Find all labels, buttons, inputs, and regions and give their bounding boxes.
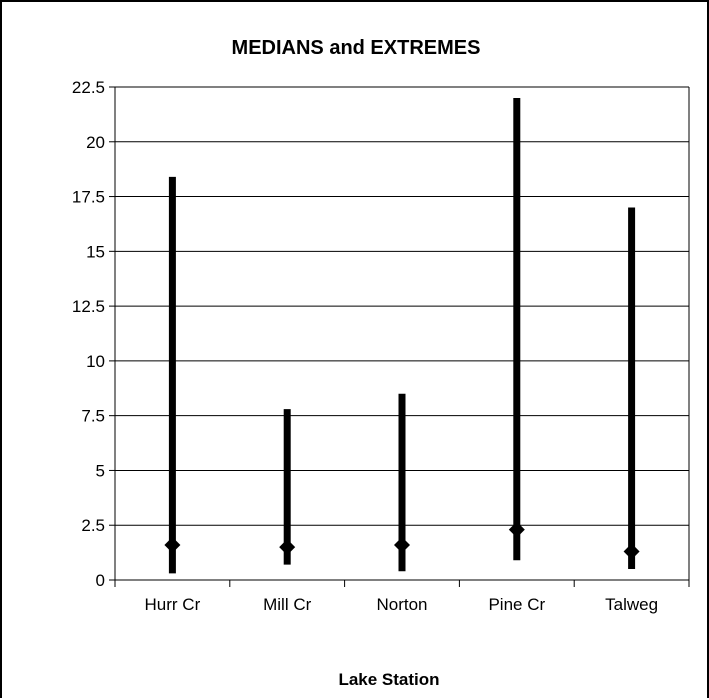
x-tick-label: Talweg — [605, 595, 658, 614]
x-tick-label: Pine Cr — [488, 595, 545, 614]
y-tick-labels: 0 2.5 5 7.5 10 12.5 15 17.5 20 22.5 — [72, 78, 105, 590]
x-tick-label: Hurr Cr — [145, 595, 201, 614]
y-tick-label: 5 — [96, 461, 105, 480]
y-tick-label: 12.5 — [72, 297, 105, 316]
y-tick-label: 15 — [86, 242, 105, 261]
axes — [109, 86, 690, 587]
y-tick-label: 20 — [86, 133, 105, 152]
y-tick-label: 17.5 — [72, 188, 105, 207]
y-tick-label: 0 — [96, 571, 105, 590]
median-marker — [508, 521, 525, 538]
x-tick-label: Mill Cr — [263, 595, 311, 614]
data-marks — [164, 97, 640, 574]
x-axis-title: Lake Station — [338, 670, 439, 689]
y-tick-label: 2.5 — [81, 516, 105, 535]
median-marker — [394, 536, 410, 553]
median-marker — [279, 539, 296, 556]
median-marker — [623, 543, 640, 560]
y-tick-label: 10 — [86, 352, 105, 371]
y-tick-label: 22.5 — [72, 78, 105, 97]
median-marker — [164, 536, 181, 553]
y-tick-label: 7.5 — [81, 407, 105, 426]
x-tick-labels: Hurr Cr Mill Cr Norton Pine Cr Talweg — [145, 595, 659, 614]
gridlines — [115, 86, 689, 526]
x-tick-label: Norton — [376, 595, 427, 614]
chart-title: MEDIANS and EXTREMES — [232, 37, 481, 59]
